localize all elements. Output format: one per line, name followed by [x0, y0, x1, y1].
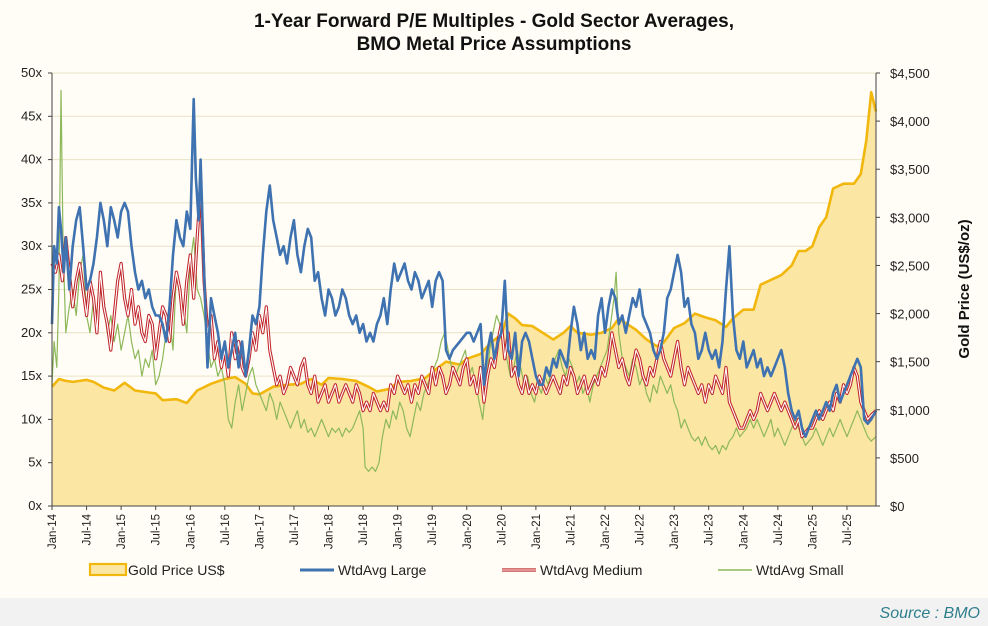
source-caption: Source : BMO: [879, 605, 980, 622]
y-left-tick-label: 50x: [21, 65, 42, 80]
x-ticks: Jan-14 Jul-14 Jan-15 Jul-15 Jan-16 Jul-16 Jan-…: [47, 506, 854, 549]
y-left-tick-label: 0x: [28, 498, 42, 513]
y-right-tick-label: $1,000: [890, 403, 930, 418]
y-left-tick-label: 45x: [21, 108, 42, 123]
large-pe-line: [50, 97, 878, 438]
y-left-tick-label: 30x: [21, 238, 42, 253]
x-tick-label: Jan-16: [185, 514, 197, 549]
gold-price-line: [51, 90, 878, 405]
legend-medium-label: WtdAvg Medium: [540, 562, 642, 578]
x-tick-label: Jan-14: [47, 513, 59, 549]
gold-price-area-group: [51, 90, 878, 506]
x-tick-label: Jul-15: [151, 514, 163, 545]
x-tick-label: Jul-21: [565, 514, 577, 545]
x-tick-label: Jan-18: [324, 514, 336, 549]
legend-large-label: WtdAvg Large: [338, 562, 427, 578]
legend-gold-label: Gold Price US$: [128, 562, 225, 578]
y-right-tick-label: $4,000: [890, 114, 930, 129]
x-tick-label: Jan-23: [669, 514, 681, 549]
y-left-tick-label: 20x: [21, 325, 42, 340]
y-right-tick-label: $2,000: [890, 307, 930, 322]
x-tick-label: Jul-22: [635, 514, 647, 545]
y-left-tick-label: 35x: [21, 195, 42, 210]
x-tick-label: Jan-21: [531, 514, 543, 549]
y-right-tick-label: $2,500: [890, 258, 930, 273]
y-right-tick-label: $4,500: [890, 66, 930, 81]
x-tick-label: Jul-14: [82, 513, 94, 545]
gold-price-area: [52, 92, 876, 506]
x-tick-label: Jan-24: [738, 513, 750, 549]
x-tick-label: Jul-25: [842, 514, 854, 545]
y-left-ticks: 0x 5x 10x 15x 20x 25x 30x 35x 40x 45x 50x: [21, 65, 52, 513]
y-right-tick-label: $3,000: [890, 210, 930, 225]
x-tick-label: Jan-15: [116, 514, 128, 549]
x-tick-label: Jan-19: [393, 514, 405, 549]
chart-svg: 0x 5x 10x 15x 20x 25x 30x 35x 40x 45x 50x $0 $500 $1…: [21, 65, 973, 578]
y-right-ticks: $0 $500 $1,000 $1,500 $2,000 $2,500 $3,000 $3,5…: [876, 66, 930, 514]
x-tick-label: Jul-23: [704, 514, 716, 545]
y-left-tick-label: 15x: [21, 368, 42, 383]
legend-gold-swatch: [88, 562, 128, 577]
y-left-tick-label: 25x: [21, 282, 42, 297]
x-tick-label: Jan-25: [807, 514, 819, 549]
x-tick-label: Jul-20: [496, 514, 508, 545]
x-tick-label: Jan-20: [462, 514, 474, 549]
y-left-tick-label: 5x: [28, 455, 42, 470]
chart-title-line2: BMO Metal Price Assumptions: [356, 34, 632, 55]
legend-small-label: WtdAvg Small: [756, 562, 844, 578]
footer-bar: [0, 598, 988, 626]
y-left-tick-label: 40x: [21, 152, 42, 167]
x-tick-label: Jul-24: [773, 513, 785, 545]
series-lines-group: [50, 89, 878, 472]
legend: Gold Price US$ WtdAvg Large WtdAvg Medium W…: [88, 562, 844, 578]
x-tick-label: Jan-22: [600, 514, 612, 549]
x-tick-label: Jul-18: [358, 514, 370, 545]
y-right-tick-label: $500: [890, 451, 919, 466]
medium-pe-line-inner: [51, 185, 877, 438]
x-tick-label: Jul-16: [220, 514, 232, 545]
y-right-tick-label: $0: [890, 499, 904, 514]
y-right-tick-label: $1,500: [890, 355, 930, 370]
chart-title: 1-Year Forward P/E Multiples - Gold Sect…: [0, 10, 988, 56]
y-left-tick-label: 10x: [21, 411, 42, 426]
y-right-tick-label: $3,500: [890, 162, 930, 177]
y-right-axis-title: Gold Price (US$/oz): [956, 219, 973, 358]
x-tick-label: Jan-17: [254, 514, 266, 549]
x-tick-label: Jul-17: [289, 514, 301, 545]
x-tick-label: Jul-19: [427, 514, 439, 545]
chart-title-line1: 1-Year Forward P/E Multiples - Gold Sect…: [253, 11, 735, 32]
